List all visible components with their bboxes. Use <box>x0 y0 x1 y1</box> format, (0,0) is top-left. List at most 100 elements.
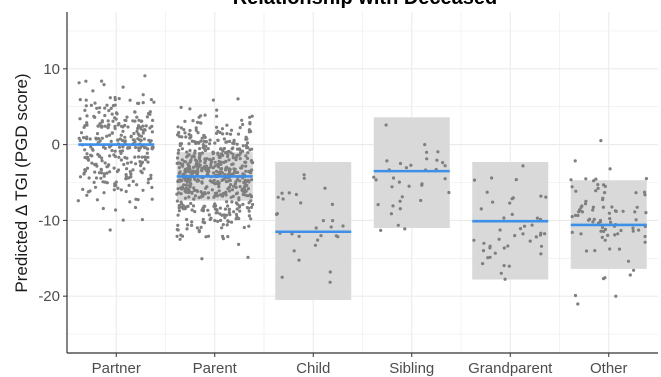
data-point <box>123 135 127 139</box>
data-point <box>180 135 184 139</box>
data-point <box>97 110 101 114</box>
data-point <box>539 244 544 248</box>
data-point <box>443 177 447 181</box>
data-point <box>228 213 232 217</box>
data-point <box>109 106 113 110</box>
data-point <box>186 190 190 194</box>
data-point <box>188 148 192 153</box>
data-point <box>213 182 217 186</box>
x-tick-label: Other <box>590 360 628 377</box>
data-point <box>230 188 235 192</box>
data-point <box>178 178 182 182</box>
data-point <box>137 148 141 152</box>
data-point <box>129 134 133 138</box>
data-point <box>403 227 407 231</box>
data-point <box>188 136 192 140</box>
data-point <box>574 189 578 193</box>
data-point <box>82 136 86 140</box>
data-point <box>113 182 117 186</box>
data-point <box>139 162 143 166</box>
data-point <box>316 238 320 242</box>
data-point <box>643 234 647 239</box>
data-point <box>184 183 189 187</box>
data-point <box>190 139 194 143</box>
data-point <box>133 110 137 114</box>
data-point <box>95 132 100 136</box>
data-point <box>201 143 205 147</box>
data-point <box>84 79 88 83</box>
data-point <box>297 258 301 262</box>
data-point <box>229 183 233 187</box>
data-point <box>207 169 211 173</box>
data-point <box>97 154 101 158</box>
data-point <box>642 190 647 194</box>
data-point <box>420 182 424 186</box>
data-point <box>189 201 193 206</box>
data-point <box>594 177 598 181</box>
data-point <box>103 106 107 110</box>
data-point <box>139 134 144 138</box>
data-point <box>314 226 318 230</box>
data-point <box>141 131 145 135</box>
data-point <box>107 133 112 137</box>
data-point <box>508 201 512 205</box>
data-point <box>127 183 131 187</box>
data-point <box>91 148 95 152</box>
data-point <box>238 204 242 208</box>
data-point <box>187 195 191 199</box>
data-point <box>513 234 517 238</box>
data-point <box>232 167 236 171</box>
data-point <box>224 193 228 197</box>
data-point <box>84 98 88 102</box>
data-point <box>150 124 154 128</box>
data-point <box>302 173 306 177</box>
data-point <box>184 160 188 164</box>
data-point <box>185 155 189 159</box>
axes: 10 0 -10 -20 Partner Parent Child Sibling Grandp… <box>38 12 658 377</box>
data-point <box>141 101 145 105</box>
data-point <box>576 302 580 306</box>
data-point <box>389 212 393 216</box>
data-point <box>136 126 140 130</box>
data-point <box>124 189 128 194</box>
data-point <box>372 175 376 179</box>
data-point <box>123 140 127 144</box>
data-point <box>222 160 226 164</box>
data-point <box>244 154 248 158</box>
data-point <box>226 219 230 223</box>
data-point <box>603 238 607 242</box>
data-point <box>129 172 133 176</box>
data-point <box>114 117 118 121</box>
data-point <box>76 199 80 203</box>
data-point <box>99 168 103 172</box>
data-point <box>497 237 501 241</box>
data-point <box>236 132 241 136</box>
data-point <box>91 89 95 93</box>
data-point <box>217 159 221 163</box>
data-point <box>635 205 639 209</box>
data-point <box>203 192 207 196</box>
data-point <box>90 161 94 165</box>
data-point <box>238 185 242 189</box>
data-point <box>106 125 110 129</box>
data-point <box>93 185 98 189</box>
data-point <box>100 136 104 140</box>
data-point <box>176 125 180 129</box>
data-point <box>189 134 193 138</box>
data-point <box>196 170 200 174</box>
data-point <box>117 97 121 101</box>
data-point <box>100 171 104 175</box>
x-tick-label: Grandparent <box>468 360 553 377</box>
data-point <box>222 146 226 151</box>
data-point <box>397 180 401 184</box>
data-point <box>237 147 242 151</box>
data-point <box>88 137 92 141</box>
data-point <box>84 104 88 108</box>
data-point <box>242 225 246 230</box>
y-tick-label: -10 <box>38 212 60 229</box>
data-point <box>176 223 180 227</box>
data-point <box>203 148 208 153</box>
data-point <box>141 188 145 192</box>
data-point <box>588 217 592 221</box>
data-point <box>502 216 506 220</box>
